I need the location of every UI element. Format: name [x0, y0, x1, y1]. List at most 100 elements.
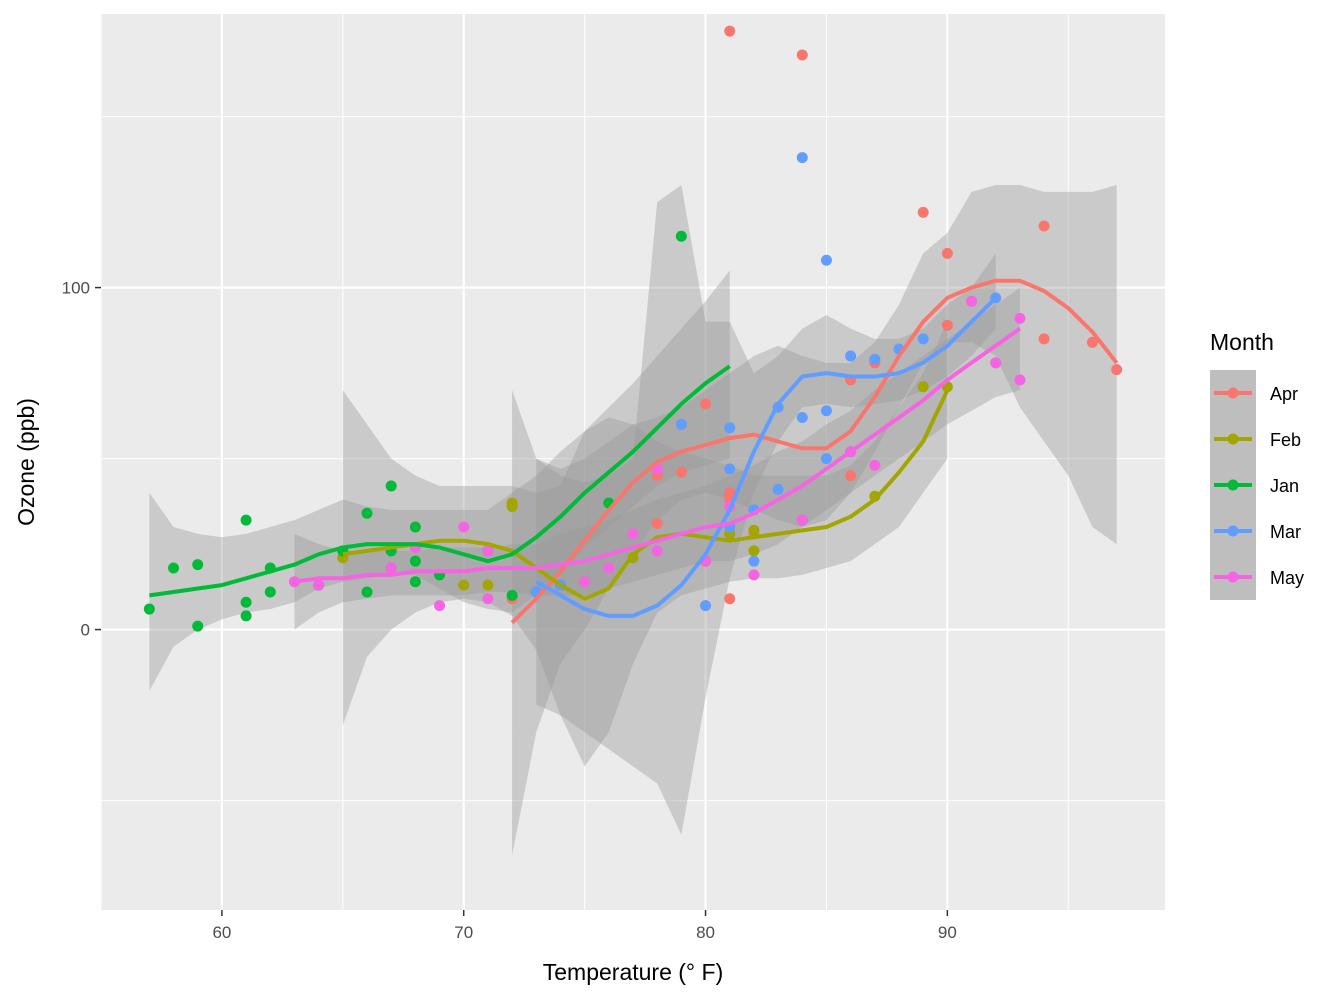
point-may — [603, 562, 615, 574]
point-may — [1014, 312, 1026, 324]
point-jan — [192, 559, 204, 571]
point-jan — [675, 230, 687, 242]
point-apr — [917, 206, 929, 218]
point-jan — [240, 596, 252, 608]
point-may — [385, 562, 397, 574]
point-mar — [796, 152, 808, 164]
point-jan — [264, 586, 276, 598]
x-tick-label: 80 — [696, 923, 715, 942]
point-may — [748, 569, 760, 581]
minor-gridlines — [100, 14, 1165, 910]
point-feb — [458, 579, 470, 591]
axes: 60 70 80 90 0 100 — [62, 279, 957, 942]
smooth-line-apr — [510, 278, 1119, 625]
point-may — [796, 514, 808, 526]
point-apr — [724, 593, 736, 605]
point-jan — [168, 562, 180, 574]
point-apr — [845, 470, 857, 482]
smooth-line-mar — [535, 296, 998, 618]
y-tick-label: 0 — [81, 621, 90, 640]
smooth-line-jan — [149, 364, 731, 598]
x-axis-title: Temperature (° F) — [543, 959, 723, 985]
legend-title: Month — [1210, 329, 1274, 355]
point-mar — [772, 483, 784, 495]
point-may — [579, 576, 591, 588]
point-apr — [700, 398, 712, 410]
point-may — [627, 528, 639, 540]
point-mar — [820, 453, 832, 465]
legend-label-may: May — [1270, 568, 1304, 588]
point-apr — [941, 319, 953, 331]
legend-key-point — [1227, 571, 1239, 583]
point-may — [288, 576, 300, 588]
point-may — [990, 357, 1002, 369]
point-mar — [724, 463, 736, 475]
legend-label-apr: Apr — [1270, 384, 1298, 404]
legend-key-point — [1227, 525, 1239, 537]
point-feb — [506, 500, 518, 512]
point-apr — [675, 466, 687, 478]
point-apr — [1111, 364, 1123, 376]
x-tick-label: 90 — [938, 923, 957, 942]
point-mar — [917, 333, 929, 345]
point-jan — [409, 576, 421, 588]
point-may — [482, 545, 494, 557]
point-apr — [1038, 220, 1050, 232]
legend-key-point — [1227, 387, 1239, 399]
point-mar — [845, 350, 857, 362]
point-mar — [748, 555, 760, 567]
point-mar — [820, 405, 832, 417]
legend-key-point — [1227, 479, 1239, 491]
point-feb — [748, 545, 760, 557]
point-mar — [700, 600, 712, 612]
point-feb — [482, 579, 494, 591]
legend-key-point — [1227, 433, 1239, 445]
y-axis-title: Ozone (ppb) — [13, 398, 39, 526]
point-apr — [796, 49, 808, 61]
y-tick-label: 100 — [62, 279, 90, 298]
band-apr — [512, 184, 1117, 856]
plot-background — [101, 14, 1165, 910]
point-mar — [869, 353, 881, 365]
point-jan — [361, 586, 373, 598]
smooth-line-may — [294, 326, 1022, 584]
point-apr — [941, 247, 953, 259]
legend: Month Apr Feb Jan Mar May — [1210, 329, 1304, 600]
point-may — [1014, 374, 1026, 386]
point-jan — [192, 620, 204, 632]
smooth-lines — [149, 278, 1119, 625]
legend-label-feb: Feb — [1270, 430, 1301, 450]
point-jan — [409, 521, 421, 533]
point-apr — [724, 25, 736, 37]
band-mar — [536, 184, 996, 835]
point-apr — [1038, 333, 1050, 345]
point-feb — [917, 381, 929, 393]
point-jan — [385, 480, 397, 492]
point-mar — [675, 418, 687, 430]
point-mar — [796, 412, 808, 424]
point-mar — [820, 254, 832, 266]
point-feb — [748, 524, 760, 536]
point-may — [313, 579, 325, 591]
point-jan — [143, 603, 155, 615]
x-tick-label: 60 — [212, 923, 231, 942]
point-may — [651, 545, 663, 557]
point-apr — [651, 518, 663, 530]
point-apr — [1086, 336, 1098, 348]
point-jan — [240, 610, 252, 622]
point-may — [458, 521, 470, 533]
point-may — [434, 600, 446, 612]
point-jan — [409, 555, 421, 567]
x-tick-label: 70 — [454, 923, 473, 942]
point-may — [482, 593, 494, 605]
major-gridlines — [101, 14, 1165, 910]
point-may — [966, 295, 978, 307]
point-jan — [240, 514, 252, 526]
point-jan — [361, 507, 373, 519]
point-mar — [724, 422, 736, 434]
legend-label-mar: Mar — [1270, 522, 1301, 542]
point-jan — [506, 589, 518, 601]
legend-label-jan: Jan — [1270, 476, 1299, 496]
point-may — [869, 459, 881, 471]
